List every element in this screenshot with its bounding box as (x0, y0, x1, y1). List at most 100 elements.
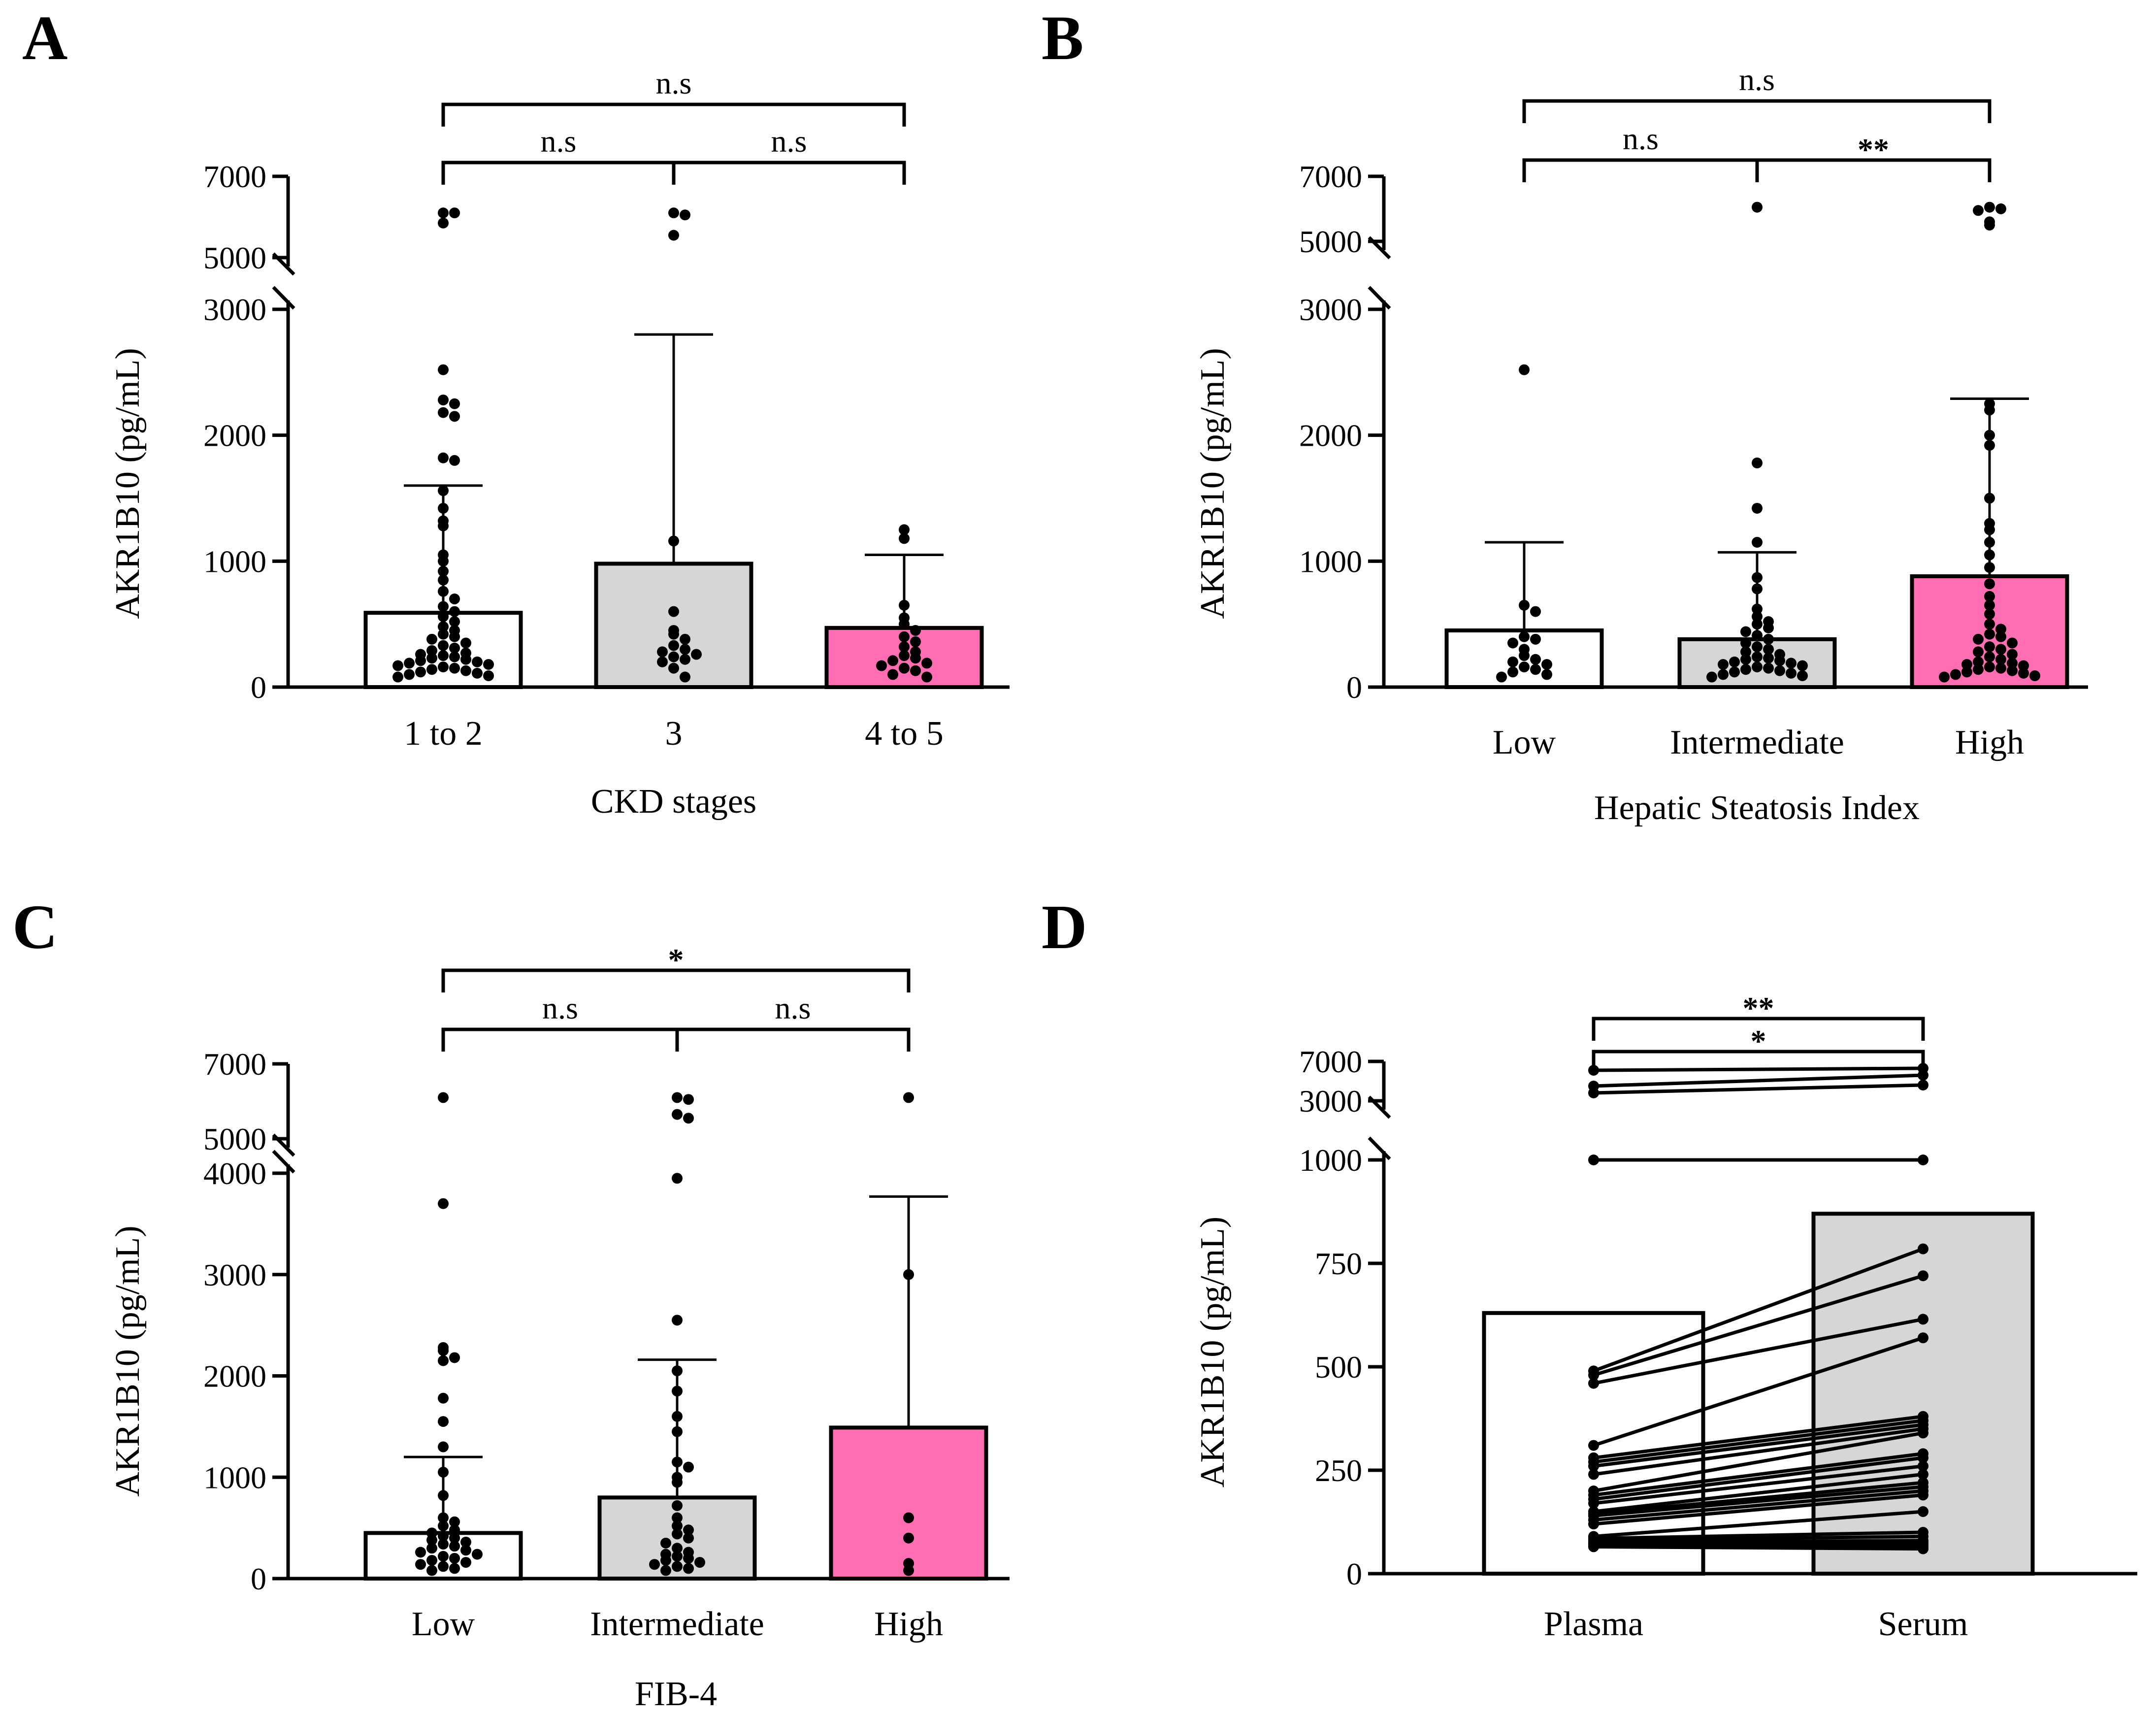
data-point (449, 651, 460, 662)
significance-bracket (1522, 158, 1759, 182)
data-point (887, 655, 898, 666)
paired-line (1593, 1317, 1924, 1386)
data-point (1961, 659, 1972, 670)
paired-line (1593, 1545, 1924, 1551)
data-point (1918, 1506, 1928, 1517)
x-tick-label: Low (1493, 724, 1556, 761)
data-point (899, 650, 910, 661)
data-point (449, 1516, 460, 1527)
significance-label: n.s (542, 990, 578, 1025)
data-point (672, 1092, 683, 1103)
data-point (1984, 661, 1995, 673)
significance-label: ** (1858, 132, 1889, 167)
panel-letter: C (12, 892, 58, 962)
paired-line (1593, 1415, 1924, 1460)
data-point (1752, 611, 1763, 622)
data-point (1519, 599, 1530, 611)
data-point (1918, 1489, 1928, 1501)
data-point (438, 502, 449, 514)
data-point (438, 1441, 449, 1452)
data-point (1939, 671, 1950, 683)
y-tick-label: 2000 (203, 418, 266, 453)
x-tick-label: Low (412, 1605, 475, 1643)
data-point (392, 671, 403, 683)
data-point (1973, 656, 1984, 667)
panel-letter: B (1042, 3, 1083, 73)
x-tick-label: High (1955, 724, 2024, 761)
data-point (1984, 404, 1995, 416)
data-point (657, 656, 668, 667)
significance-bracket (441, 1027, 679, 1052)
y-tick-label: 3000 (1299, 1084, 1362, 1119)
data-point (1984, 578, 1995, 590)
axis-break-mark (1368, 1136, 1391, 1160)
data-point (449, 207, 460, 219)
data-point (1519, 631, 1530, 642)
data-point (672, 1386, 683, 1397)
data-point (1984, 599, 1995, 611)
data-point (1984, 524, 1995, 535)
data-point (1984, 201, 1995, 213)
data-point (1918, 1543, 1928, 1554)
y-tick-label: 5000 (203, 1122, 266, 1156)
y-tick-label: 0 (251, 670, 266, 705)
data-point (1752, 641, 1763, 653)
data-point (668, 230, 679, 241)
data-point (483, 670, 494, 681)
data-point (449, 1352, 460, 1363)
y-tick-label: 5000 (1299, 224, 1362, 259)
data-point (1918, 1270, 1928, 1282)
data-point (1984, 429, 1995, 441)
data-point (1519, 661, 1530, 673)
data-point (660, 1565, 671, 1576)
data-point (1786, 658, 1797, 669)
y-axis-label: AKR1B10 (pg/mL) (109, 1225, 147, 1496)
data-point (449, 594, 460, 605)
data-point (449, 662, 460, 674)
significance-label: ** (1743, 990, 1774, 1025)
data-point (415, 655, 426, 666)
data-point (415, 1547, 426, 1558)
data-point (672, 1456, 683, 1468)
data-point (404, 669, 415, 680)
data-point (683, 1563, 694, 1574)
y-tick-label: 1000 (1299, 1143, 1362, 1178)
data-point (449, 642, 460, 654)
data-point (680, 209, 690, 221)
data-point (1918, 1080, 1928, 1090)
data-point (438, 661, 449, 673)
data-point (438, 407, 449, 418)
data-point (910, 625, 921, 636)
data-point (1995, 644, 2006, 655)
data-point (438, 1416, 449, 1427)
data-point (1774, 655, 1785, 666)
data-point (1729, 666, 1740, 678)
paired-line (1593, 1464, 1924, 1505)
significance-bracket (1592, 1017, 1925, 1041)
data-point (438, 1355, 449, 1366)
data-point (1984, 591, 1995, 602)
y-axis-label: AKR1B10 (pg/mL) (1194, 348, 1232, 619)
y-tick-label: 4000 (203, 1156, 266, 1191)
data-point (1961, 666, 1972, 678)
data-point (1588, 1155, 1599, 1165)
panel-letter: A (22, 3, 67, 73)
data-point (1496, 671, 1507, 683)
paired-line (1593, 1534, 1924, 1543)
data-point (449, 606, 460, 617)
data-point (672, 1512, 683, 1523)
axis-break-mark (1368, 286, 1391, 310)
significance-label: n.s (541, 124, 577, 159)
data-point (899, 619, 910, 630)
data-point (1740, 654, 1751, 665)
y-tick-label: 2000 (203, 1359, 266, 1394)
x-tick-label: 3 (665, 715, 683, 753)
data-point (1984, 628, 1995, 640)
significance-bracket (1592, 1050, 1925, 1074)
data-point (1740, 626, 1751, 637)
y-tick-label: 500 (1315, 1350, 1362, 1385)
data-point (472, 656, 483, 667)
data-point (1995, 654, 2006, 665)
data-point (1530, 664, 1541, 675)
data-point (1588, 1498, 1599, 1509)
